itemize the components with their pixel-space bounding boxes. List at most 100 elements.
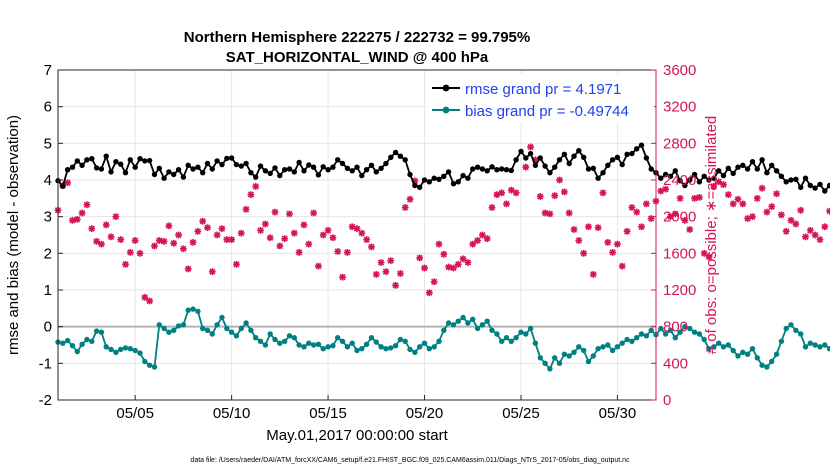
rmse-point: [60, 183, 66, 189]
bias-point: [701, 336, 707, 343]
rmse-point: [156, 165, 162, 171]
rmse-point: [190, 166, 196, 172]
bias-point: [658, 325, 664, 332]
bias-point: [60, 340, 66, 346]
rmse-point: [122, 170, 129, 176]
data-file-footnote: data file: /Users/raeder/DAI/ATM_forcXX/…: [190, 457, 630, 464]
rmse-point: [474, 164, 481, 170]
obs-point: [811, 231, 819, 239]
rmse-point: [417, 184, 423, 190]
bias-point: [537, 355, 543, 361]
obs-point: [290, 229, 298, 237]
rmse-point: [113, 159, 119, 165]
rmse-point: [224, 155, 230, 162]
right-tick-label: 0: [663, 392, 671, 409]
obs-point: [580, 249, 588, 257]
rmse-point: [764, 170, 770, 176]
rmse-point: [556, 157, 563, 163]
obs-point: [64, 179, 72, 187]
obs-point: [425, 289, 433, 297]
bias-point: [146, 362, 153, 368]
rmse-point: [740, 162, 746, 168]
obs-point: [237, 229, 245, 237]
bias-point: [716, 340, 722, 346]
obs-point: [483, 235, 491, 243]
rmse-point: [277, 172, 283, 179]
bias-point: [243, 320, 249, 326]
bias-point: [359, 346, 365, 352]
bias-point: [103, 344, 109, 350]
right-tick-label: 2400: [663, 172, 696, 189]
bias-point: [209, 331, 215, 337]
rmse-point: [817, 181, 823, 188]
bias-point: [672, 335, 678, 341]
obs-point: [261, 220, 269, 228]
rmse-point: [180, 174, 187, 180]
left-tick-label: 4: [44, 172, 52, 189]
rmse-point: [691, 171, 698, 178]
rmse-point: [581, 154, 587, 160]
obs-point: [247, 191, 255, 199]
bias-point: [638, 331, 645, 337]
obs-point: [469, 240, 477, 248]
obs-point: [165, 222, 173, 230]
bias-point: [132, 347, 138, 354]
left-tick-label: 7: [44, 62, 52, 79]
bias-point: [175, 323, 182, 329]
rmse-point: [822, 188, 828, 194]
obs-point: [450, 264, 457, 272]
bias-point: [248, 327, 254, 333]
bias-point: [484, 318, 490, 324]
rmse-point: [754, 166, 760, 172]
legend-box: [428, 74, 654, 122]
bias-point: [479, 322, 486, 328]
obs-point: [83, 201, 91, 209]
bias-point: [460, 314, 466, 321]
bias-point: [643, 333, 650, 339]
rmse-point: [407, 171, 413, 178]
obs-point: [671, 210, 679, 218]
obs-point: [353, 225, 361, 232]
rmse-point: [74, 158, 81, 164]
obs-point: [276, 242, 284, 250]
bias-point: [783, 325, 789, 332]
bias-point: [773, 351, 780, 357]
x-tick-label: 05/05: [116, 405, 154, 422]
bias-point: [561, 351, 568, 357]
right-tick-label: 1600: [663, 245, 696, 262]
left-tick-label: 1: [44, 282, 52, 299]
obs-point: [343, 249, 351, 256]
bias-point: [344, 344, 351, 350]
rmse-point: [132, 164, 138, 170]
bias-point: [339, 338, 346, 344]
bias-point: [677, 329, 683, 335]
obs-point: [551, 192, 559, 199]
obs-point: [498, 189, 506, 197]
rmse-point: [566, 160, 572, 167]
rmse-point: [769, 162, 775, 168]
rmse-point: [103, 153, 109, 159]
right-tick-label: 3200: [663, 99, 696, 116]
obs-point: [218, 225, 226, 232]
bias-point: [465, 320, 471, 326]
obs-point: [777, 211, 785, 219]
obs-point: [758, 184, 766, 192]
rmse-point: [749, 159, 756, 165]
rmse-point: [185, 162, 191, 168]
obs-point: [387, 257, 395, 265]
rmse-point: [484, 168, 490, 174]
bias-point: [272, 336, 278, 343]
bias-point: [494, 331, 500, 337]
rmse-point: [127, 157, 133, 163]
bias-point: [378, 344, 384, 350]
rmse-point: [658, 175, 664, 181]
obs-point: [560, 188, 568, 196]
bias-point: [629, 338, 635, 344]
obs-point: [271, 208, 279, 216]
obs-point: [421, 264, 428, 272]
right-tick-label: 1200: [663, 282, 696, 299]
right-tick-label: 2000: [663, 209, 696, 226]
bias-point: [619, 340, 625, 346]
rmse-point: [798, 184, 804, 190]
